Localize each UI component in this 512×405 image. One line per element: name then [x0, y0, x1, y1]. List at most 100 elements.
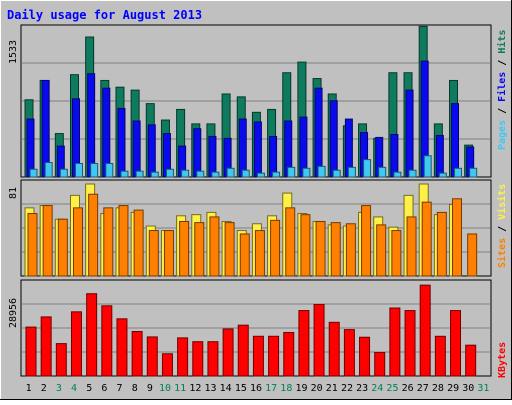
pages-bar: [105, 162, 114, 178]
kbytes-bar: [328, 321, 340, 377]
x-tick-label: 1: [26, 383, 32, 394]
sites-bar: [391, 230, 402, 277]
legend-separator: /: [497, 54, 508, 72]
sites-bar: [148, 230, 159, 277]
files-bar: [390, 134, 399, 178]
x-tick-label: 3: [56, 383, 62, 394]
kbytes-bar: [450, 310, 462, 377]
sites-bar: [270, 219, 281, 277]
pages-bar: [181, 169, 190, 178]
pages-bar: [363, 159, 372, 178]
x-tick-label: 16: [250, 383, 262, 394]
pages-bar: [408, 169, 417, 178]
legend-label: Pages / Files / Hits: [496, 30, 508, 150]
sites-bar: [467, 233, 478, 277]
pages-bar: [226, 167, 235, 178]
x-tick-label: 21: [326, 383, 338, 394]
sites-bar: [209, 216, 220, 277]
kbytes-bar: [237, 324, 249, 377]
legend-kbytes: KBytes: [497, 342, 508, 378]
kbytes-bar: [404, 310, 416, 377]
legend-label: KBytes: [497, 342, 508, 378]
files-bar: [208, 135, 217, 178]
sites-bar: [285, 207, 296, 277]
x-tick-label: 19: [295, 383, 307, 394]
x-tick-label: 31: [477, 383, 489, 394]
files-bar: [117, 107, 126, 178]
pages-bar: [438, 172, 447, 178]
sites-bar: [88, 193, 99, 277]
legend-files: Files: [496, 72, 508, 102]
sites-bar: [42, 205, 53, 277]
sites-bar: [300, 214, 311, 277]
sites-bar: [376, 224, 387, 277]
chart-title: Daily usage for August 2013: [7, 8, 202, 22]
legend-visits: Visits: [496, 184, 508, 220]
sites-bar: [72, 207, 83, 277]
sites-bar: [179, 220, 190, 277]
kbytes-bar: [465, 344, 477, 377]
kbytes-bar: [359, 336, 371, 377]
pages-bar: [196, 170, 205, 178]
x-tick-label: 27: [417, 383, 429, 394]
pages-bar: [332, 169, 341, 178]
legend-separator: /: [497, 220, 508, 238]
kbytes-bar: [177, 337, 189, 377]
x-tick-label: 22: [341, 383, 353, 394]
kbytes-bar: [343, 329, 355, 377]
pages-bar: [378, 166, 387, 178]
x-tick-label: 13: [204, 383, 216, 394]
sites-bar: [254, 230, 265, 277]
kbytes-bar: [313, 304, 325, 377]
x-tick-label: 4: [71, 383, 77, 394]
sites-bar: [239, 233, 250, 277]
kbytes-bar: [55, 343, 67, 377]
files-bar: [314, 87, 323, 178]
pages-bar: [469, 167, 478, 178]
x-tick-label: 24: [371, 383, 383, 394]
files-bar: [193, 128, 202, 178]
sites-bar: [406, 216, 417, 277]
kbytes-bar: [116, 318, 128, 377]
x-tick-label: 6: [101, 383, 107, 394]
x-tick-label: 12: [189, 383, 201, 394]
x-tick-label: 18: [280, 383, 292, 394]
kbytes-bar: [25, 326, 37, 377]
kbytes-bar: [161, 353, 173, 377]
pages-bar: [135, 170, 144, 178]
pages-bar: [347, 166, 356, 178]
x-tick-label: 15: [235, 383, 247, 394]
pages-bar: [302, 167, 311, 178]
x-tick-label: 28: [432, 383, 444, 394]
x-tick-label: 5: [86, 383, 92, 394]
x-tick-label: 26: [402, 383, 414, 394]
kbytes-bar: [86, 293, 98, 377]
pages-bar: [74, 162, 83, 178]
x-tick-label: 2: [41, 383, 47, 394]
x-tick-label: 29: [447, 383, 459, 394]
files-bar: [405, 89, 414, 178]
sites-bar: [436, 211, 447, 277]
sites-bar: [133, 209, 144, 277]
pages-bar: [423, 155, 432, 178]
kbytes-bar: [192, 341, 204, 377]
pages-bar: [165, 168, 174, 178]
pages-bar: [59, 168, 68, 178]
y-axis-max-label: 81: [8, 187, 19, 199]
kbytes-bar: [146, 336, 158, 377]
files-bar: [451, 103, 460, 178]
files-bar: [26, 118, 35, 178]
sites-bar: [315, 220, 326, 277]
x-tick-label: 9: [147, 383, 153, 394]
kbytes-bar: [389, 307, 401, 377]
x-tick-label: 25: [386, 383, 398, 394]
x-tick-label: 30: [462, 383, 474, 394]
kbytes-bar: [131, 331, 143, 377]
sites-bar: [57, 218, 68, 277]
legend-separator: /: [497, 102, 508, 120]
kbytes-bar: [434, 335, 446, 377]
pages-bar: [211, 171, 220, 178]
pages-bar: [454, 167, 463, 178]
files-bar: [238, 118, 247, 178]
sites-bar: [452, 198, 463, 277]
